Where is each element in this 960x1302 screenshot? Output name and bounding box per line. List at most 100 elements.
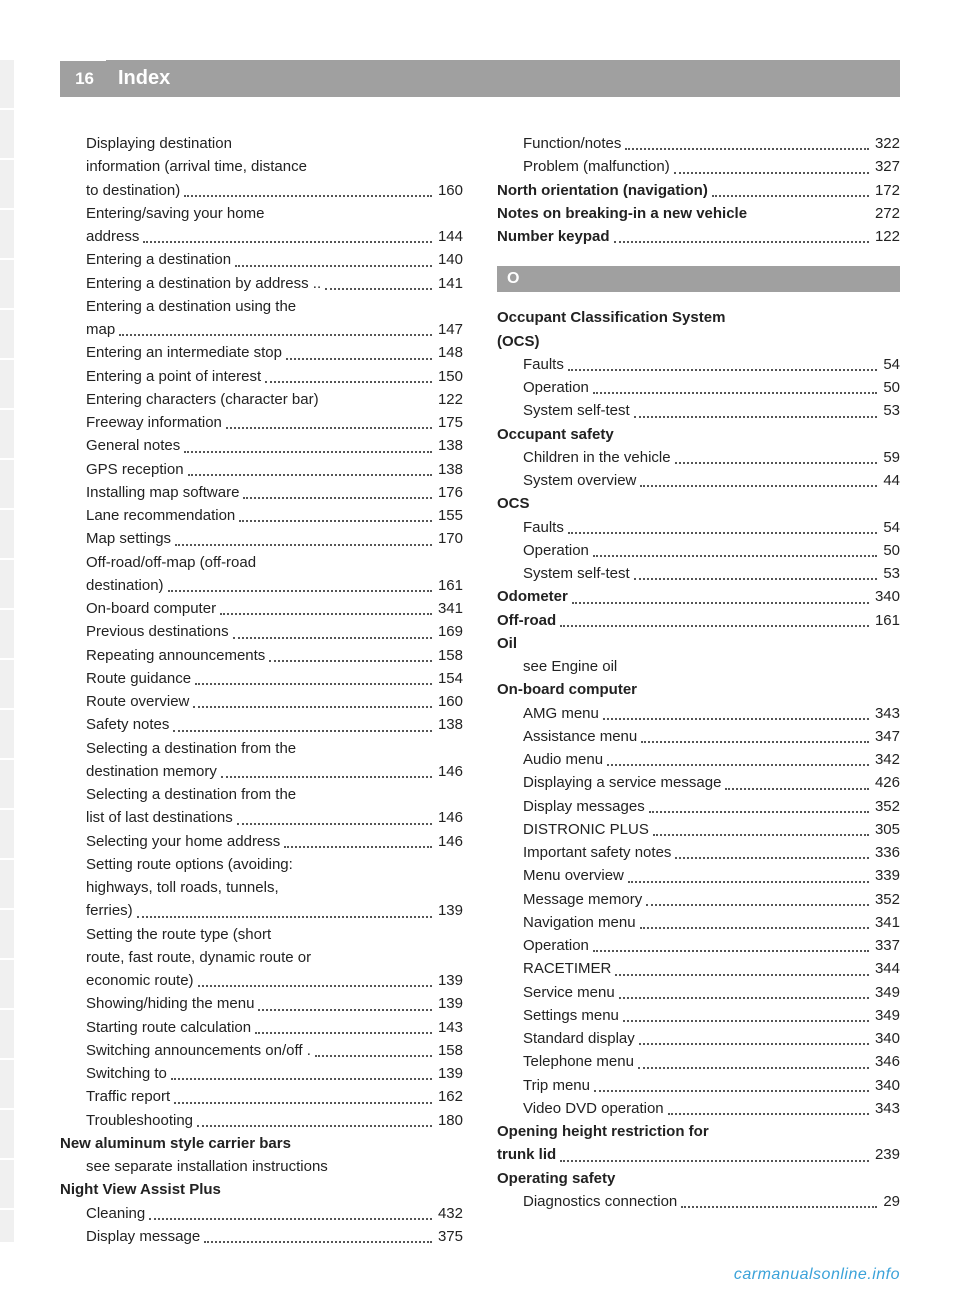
index-entry: Freeway information175: [60, 411, 463, 434]
index-entry-label: see separate installation instructions: [86, 1155, 328, 1178]
index-entry-page: 139: [436, 969, 463, 992]
index-entry-label: Assistance menu: [523, 725, 637, 748]
index-entry: Operation337: [497, 934, 900, 957]
leader-dots: [634, 578, 878, 580]
index-entry-page: 322: [873, 132, 900, 155]
leader-dots: [646, 904, 869, 906]
index-entry-label: Telephone menu: [523, 1050, 634, 1073]
index-entry-label: Video DVD operation: [523, 1097, 664, 1120]
index-entry-label: Off-road: [497, 609, 556, 632]
index-entry-label: Switching announcements on/off .: [86, 1039, 311, 1062]
leader-dots: [188, 474, 432, 476]
leader-dots: [640, 485, 877, 487]
index-entry-label: Starting route calculation: [86, 1016, 251, 1039]
index-entry-label: Entering characters (character bar): [86, 388, 319, 411]
leader-dots: [594, 1090, 869, 1092]
index-entry: Navigation menu341: [497, 911, 900, 934]
index-entry-page: 53: [881, 399, 900, 422]
index-entry: Entering characters (character bar) 122: [60, 388, 463, 411]
index-entry: Route guidance154: [60, 667, 463, 690]
leader-dots: [204, 1241, 432, 1243]
index-entry: Message memory352: [497, 888, 900, 911]
index-entry-page: 343: [873, 702, 900, 725]
leader-dots: [653, 834, 869, 836]
index-entry: Off-road161: [497, 609, 900, 632]
index-entry-page: 341: [436, 597, 463, 620]
index-entry-label: Children in the vehicle: [523, 446, 671, 469]
leader-dots: [675, 857, 869, 859]
index-entry-label: Entering a point of interest: [86, 365, 261, 388]
leader-dots: [623, 1020, 869, 1022]
leader-dots: [220, 613, 432, 615]
leader-dots: [233, 637, 432, 639]
index-entry-page: 139: [436, 899, 463, 922]
index-entry-label: Night View Assist Plus: [60, 1178, 221, 1201]
index-entry-label: list of last destinations: [86, 806, 233, 829]
index-entry: Installing map software176: [60, 481, 463, 504]
index-entry: Troubleshooting 180: [60, 1109, 463, 1132]
index-entry-page: 162: [436, 1085, 463, 1108]
index-entry-page: 146: [436, 806, 463, 829]
index-entry-label: Faults: [523, 516, 564, 539]
index-entry: On-board computer341: [60, 597, 463, 620]
index-entry-label: Operation: [523, 934, 589, 957]
index-entry-page: 53: [881, 562, 900, 585]
index-entry-label: Audio menu: [523, 748, 603, 771]
leader-dots: [668, 1113, 869, 1115]
index-entry-label: Trip menu: [523, 1074, 590, 1097]
index-entry: Entering a destination by address ..141: [60, 272, 463, 295]
index-entry-line: Opening height restriction for: [497, 1120, 900, 1143]
leader-dots: [173, 730, 432, 732]
index-entry: Video DVD operation343: [497, 1097, 900, 1120]
leader-dots: [560, 1160, 869, 1162]
section-header: O: [497, 266, 900, 292]
index-entry: On-board computer: [497, 678, 900, 701]
index-entry: Notes on breaking-in a new vehicle272: [497, 202, 900, 225]
index-entry-line: Entering/saving your home: [60, 202, 463, 225]
leader-dots: [674, 172, 869, 174]
index-entry: Trip menu340: [497, 1074, 900, 1097]
index-entry-page: 122: [436, 388, 463, 411]
index-entry: Selecting your home address146: [60, 830, 463, 853]
leader-dots: [284, 846, 432, 848]
leader-dots: [607, 764, 869, 766]
leader-dots: [641, 741, 869, 743]
index-entry-page: 158: [436, 1039, 463, 1062]
index-entry: Problem (malfunction)327: [497, 155, 900, 178]
index-entry: Number keypad122: [497, 225, 900, 248]
index-entry: Standard display340: [497, 1027, 900, 1050]
leader-dots: [198, 985, 432, 987]
index-entry-label: Diagnostics connection: [523, 1190, 677, 1213]
index-entry: Cleaning432: [60, 1202, 463, 1225]
index-entry: GPS reception138: [60, 458, 463, 481]
index-entry-label: Troubleshooting: [86, 1109, 193, 1132]
index-entry-page: 349: [873, 1004, 900, 1027]
leader-dots: [615, 974, 869, 976]
index-entry-page: 148: [436, 341, 463, 364]
index-entry-page: 375: [436, 1225, 463, 1248]
leader-dots: [175, 544, 432, 546]
index-entry: Children in the vehicle59: [497, 446, 900, 469]
index-entry: Display messages352: [497, 795, 900, 818]
index-entry-label: see Engine oil: [523, 655, 617, 678]
index-entry-label: General notes: [86, 434, 180, 457]
index-entry-label: destination memory: [86, 760, 217, 783]
index-entry-page: 50: [881, 376, 900, 399]
leader-dots: [640, 927, 869, 929]
index-entry-label: map: [86, 318, 115, 341]
index-entry-label: System self-test: [523, 399, 630, 422]
index-page: 16 Index Displaying destinationinformati…: [0, 0, 960, 1302]
index-entry-page: 141: [436, 272, 463, 295]
index-entry-page: 170: [436, 527, 463, 550]
leader-dots: [568, 369, 877, 371]
index-entry-page: 180: [436, 1109, 463, 1132]
index-entry: Safety notes138: [60, 713, 463, 736]
leader-dots: [193, 706, 432, 708]
index-entry-page: 160: [436, 179, 463, 202]
index-entry-page: 349: [873, 981, 900, 1004]
index-entry: destination)161: [60, 574, 463, 597]
index-entry: Displaying a service message426: [497, 771, 900, 794]
leader-dots: [639, 1043, 869, 1045]
index-entry-page: 327: [873, 155, 900, 178]
columns: Displaying destinationinformation (arriv…: [60, 132, 900, 1248]
